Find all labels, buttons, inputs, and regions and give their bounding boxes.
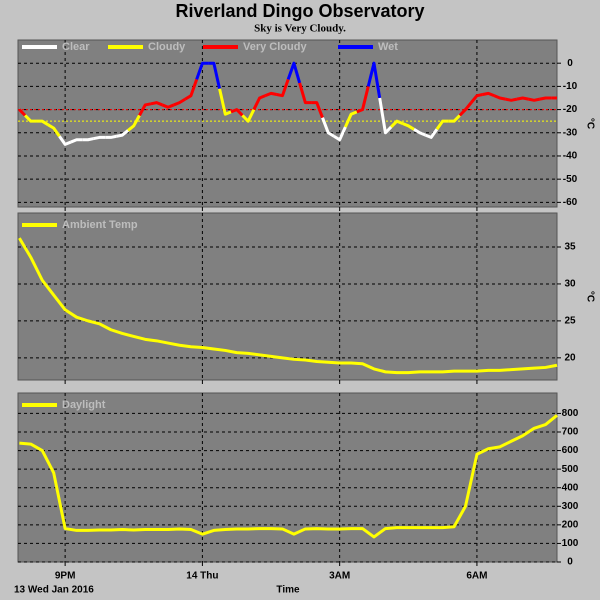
legend-label: Very Cloudy [243, 41, 307, 53]
x-tick-label: 6AM [466, 571, 487, 582]
x-tick-label: 9PM [55, 571, 76, 582]
sky-line [116, 129, 129, 138]
y-axis-label: °C [584, 291, 595, 302]
sky-line [264, 91, 278, 98]
y-axis-label: °C [584, 118, 595, 129]
y-tick-label: -10 [563, 81, 578, 92]
sky-line [458, 101, 473, 117]
sky-line [539, 96, 552, 101]
series-line [18, 237, 558, 375]
plot-area [17, 212, 558, 381]
y-tick-label: 0 [567, 557, 573, 568]
sky-line [448, 114, 461, 123]
sky-line [402, 122, 415, 131]
y-tick-label: -60 [563, 197, 578, 208]
y-tick-label: 35 [564, 242, 576, 253]
y-tick-label: 300 [562, 501, 579, 512]
sky-line [356, 86, 370, 114]
sky-line [344, 110, 358, 128]
sky-line [528, 97, 541, 102]
y-tick-label: 20 [564, 352, 576, 363]
sky-line [252, 94, 266, 111]
chart-title: Riverland Dingo Observatory [175, 1, 424, 21]
x-axis-label: Time [276, 585, 300, 596]
sky-line [276, 78, 290, 98]
sky-line [47, 123, 61, 138]
sky-line [195, 61, 209, 80]
sky-line [493, 94, 506, 101]
y-tick-label: -20 [563, 104, 578, 115]
sky-line [435, 119, 449, 131]
y-tick-label: 600 [562, 445, 579, 456]
sky-line [184, 78, 199, 101]
sky-line [298, 82, 312, 105]
sky-line [470, 93, 483, 104]
y-tick-label: 30 [564, 279, 576, 290]
y-tick-label: 800 [562, 408, 579, 419]
sky-line [105, 134, 117, 139]
legend-label: Wet [378, 41, 398, 53]
sky-line [424, 128, 439, 139]
y-tick-label: 700 [562, 427, 579, 438]
legend-label: Cloudy [148, 41, 186, 53]
sky-line [218, 88, 232, 116]
series-line [19, 414, 558, 539]
sky-line [366, 61, 382, 99]
sky-line [82, 137, 95, 142]
sky-line [505, 97, 518, 102]
sky-line [70, 138, 83, 144]
sky-line [333, 126, 347, 142]
sky-line [241, 108, 256, 123]
legend-label: Clear [62, 41, 90, 53]
sky-line [18, 108, 27, 117]
y-tick-label: 500 [562, 464, 579, 475]
sky-line [378, 97, 393, 135]
sky-line [173, 97, 187, 107]
x-tick-label: 3AM [329, 571, 350, 582]
sky-line [36, 119, 49, 126]
x-tick-label: 14 Thu [186, 571, 218, 582]
y-tick-label: 0 [567, 58, 573, 69]
legend-label: Daylight [62, 399, 106, 411]
y-tick-label: -50 [563, 174, 578, 185]
legend-label: Ambient Temp [62, 219, 138, 231]
sky-line [208, 61, 222, 90]
plot-area [17, 392, 558, 563]
sky-line [138, 102, 152, 117]
sky-line [390, 119, 404, 129]
sky-line [230, 108, 244, 117]
sky-line [127, 114, 141, 132]
sky-line [516, 96, 529, 101]
sky-line [93, 135, 106, 141]
sky-line [321, 117, 335, 138]
y-tick-label: 200 [562, 519, 579, 530]
sky-line [58, 135, 72, 146]
sky-line [24, 114, 37, 123]
sky-line [286, 61, 302, 84]
y-tick-label: 25 [564, 316, 576, 327]
y-tick-label: 100 [562, 538, 579, 549]
plot-area [17, 39, 558, 208]
sky-line [413, 128, 427, 137]
date-label: 13 Wed Jan 2016 [14, 585, 94, 596]
y-tick-label: -40 [563, 151, 578, 162]
sky-line [161, 103, 175, 109]
chart-subtitle: Sky is Very Cloudy. [254, 23, 346, 35]
y-tick-label: -30 [563, 127, 578, 138]
sky-line [311, 101, 324, 119]
y-tick-label: 400 [562, 482, 579, 493]
sky-line [150, 101, 163, 107]
sky-line [482, 91, 495, 98]
